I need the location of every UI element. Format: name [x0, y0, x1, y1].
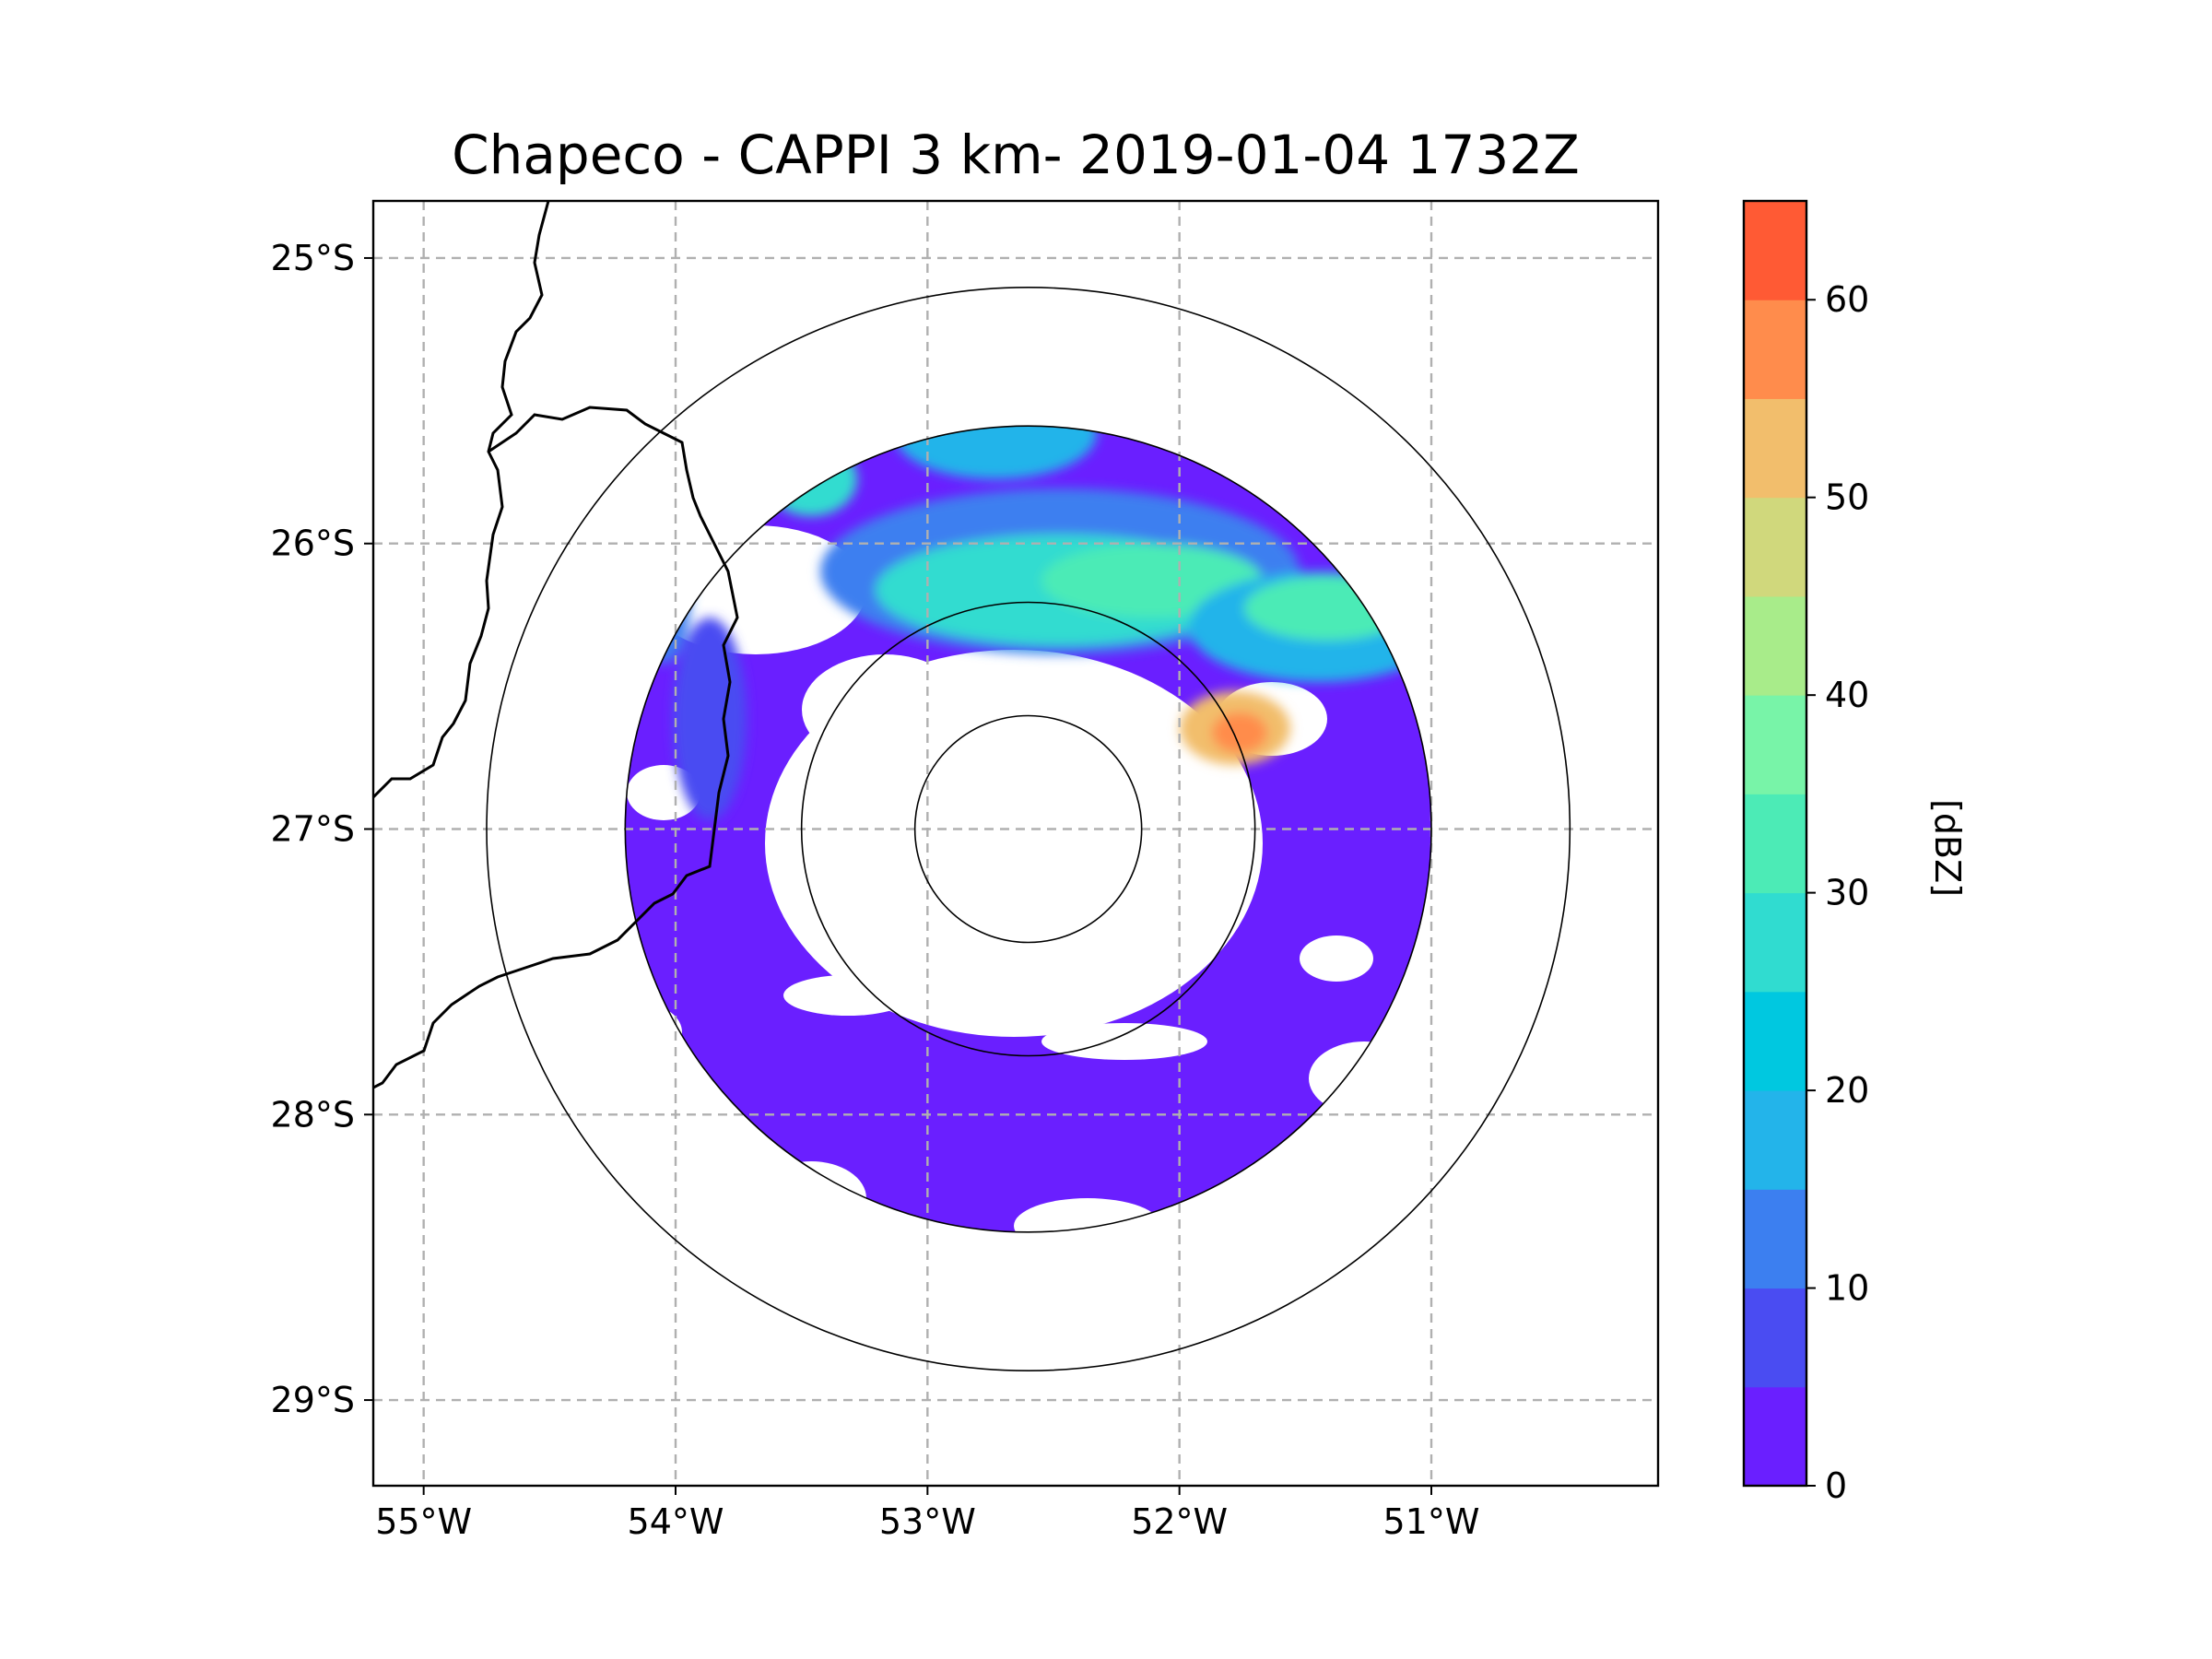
- y-tick-label: 28°S: [271, 1094, 355, 1135]
- colorbar-bin: [1744, 1090, 1806, 1190]
- colorbar-bin: [1744, 1288, 1806, 1388]
- range-ring: [913, 714, 1143, 944]
- colorbar-tick-label: 0: [1825, 1465, 1847, 1506]
- colorbar-tick-label: 20: [1825, 1070, 1869, 1111]
- colorbar-tick-label: 30: [1825, 873, 1869, 913]
- y-axis-ticks: 25°S 26°S 27°S 28°S 29°S: [271, 238, 373, 1420]
- colorbar-bin: [1744, 892, 1806, 993]
- plot-frame: [371, 199, 1660, 1488]
- colorbar-frame: [1742, 199, 1808, 1488]
- colorbar-bin: [1744, 300, 1806, 399]
- colorbar-bin: [1744, 1386, 1806, 1487]
- x-tick-label: 55°W: [375, 1501, 472, 1542]
- range-ring: [486, 287, 1571, 1371]
- x-tick-label: 52°W: [1131, 1501, 1228, 1542]
- y-tick-label: 27°S: [271, 809, 355, 850]
- colorbar-bin: [1744, 695, 1806, 794]
- x-tick-label: 53°W: [879, 1501, 976, 1542]
- colorbar-label: [dBZ]: [1927, 799, 1968, 897]
- colorbar-bin: [1744, 497, 1806, 597]
- colorbar-tick-label: 10: [1825, 1268, 1869, 1309]
- colorbar-tick-label: 40: [1825, 675, 1869, 715]
- y-tick-label: 26°S: [271, 524, 355, 564]
- country-boundary: [373, 406, 739, 1089]
- range-rings: [486, 287, 1571, 1371]
- colorbar-bin: [1744, 398, 1806, 499]
- x-tick-label: 54°W: [628, 1501, 724, 1542]
- state-boundary: [373, 201, 550, 799]
- colorbar-bin: [1744, 991, 1806, 1091]
- colorbar-bin: [1744, 201, 1806, 300]
- colorbar-tick-label: 60: [1825, 279, 1869, 320]
- colorbar-bin: [1744, 595, 1806, 696]
- y-tick-label: 25°S: [271, 238, 355, 278]
- strong-echo-cell: [1180, 691, 1290, 765]
- x-tick-label: 51°W: [1383, 1501, 1480, 1542]
- y-tick-label: 29°S: [271, 1380, 355, 1420]
- range-ring: [624, 425, 1432, 1233]
- colorbar-bin: [1744, 794, 1806, 894]
- x-axis-ticks: 55°W 54°W 53°W 52°W 51°W: [375, 1486, 1479, 1542]
- colorbar: 0 10 20 30 40 50 60: [1742, 199, 1869, 1506]
- map-area: [373, 201, 1658, 1486]
- chart-title: Chapeco - CAPPI 3 km- 2019-01-04 1732Z: [452, 124, 1580, 186]
- colorbar-tick-label: 50: [1825, 477, 1869, 518]
- colorbar-bin: [1744, 1189, 1806, 1289]
- range-ring: [800, 601, 1256, 1057]
